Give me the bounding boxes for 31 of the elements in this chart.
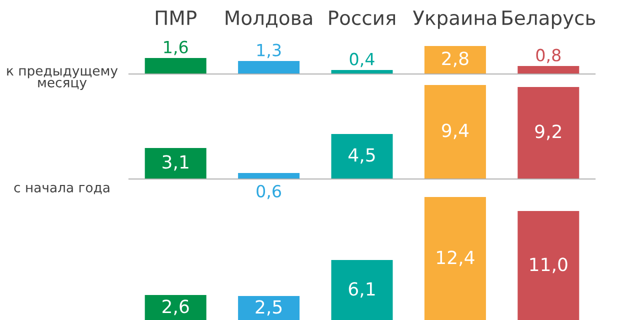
data-label: 4,5	[348, 148, 375, 164]
x-tick-label: Украина	[412, 10, 496, 29]
bar	[424, 85, 486, 179]
bar	[518, 87, 580, 179]
x-tick-label: Россия	[329, 10, 396, 26]
data-label: 9,2	[535, 124, 561, 140]
data-label: 0,6	[256, 184, 282, 200]
y-axis-title: к предыдущему месяцу	[7, 68, 118, 90]
bar	[518, 66, 580, 74]
data-label: 3,1	[162, 155, 188, 171]
data-label: 12,4	[437, 250, 474, 266]
bar	[238, 173, 300, 179]
data-label: 2,5	[256, 300, 282, 316]
bar	[144, 148, 206, 179]
bar	[424, 46, 486, 74]
x-tick-label: Беларусь	[502, 10, 596, 29]
data-label: 1,3	[257, 44, 281, 58]
data-label: 1,6	[164, 40, 188, 56]
x-tick-label: ПМР	[156, 10, 196, 25]
data-label: 2,6	[162, 300, 189, 316]
bar	[238, 61, 300, 74]
data-label: 9,4	[442, 124, 469, 140]
bar	[331, 134, 393, 179]
data-label: 11,0	[530, 258, 568, 274]
data-label: 2,8	[442, 52, 468, 68]
data-label: 0,8	[536, 48, 561, 64]
x-tick-label: Молдова	[226, 10, 312, 28]
data-label: 0,4	[350, 52, 374, 68]
bar	[144, 58, 206, 74]
data-label: 6,1	[348, 282, 375, 298]
y-axis-title: с начала года	[14, 184, 110, 194]
